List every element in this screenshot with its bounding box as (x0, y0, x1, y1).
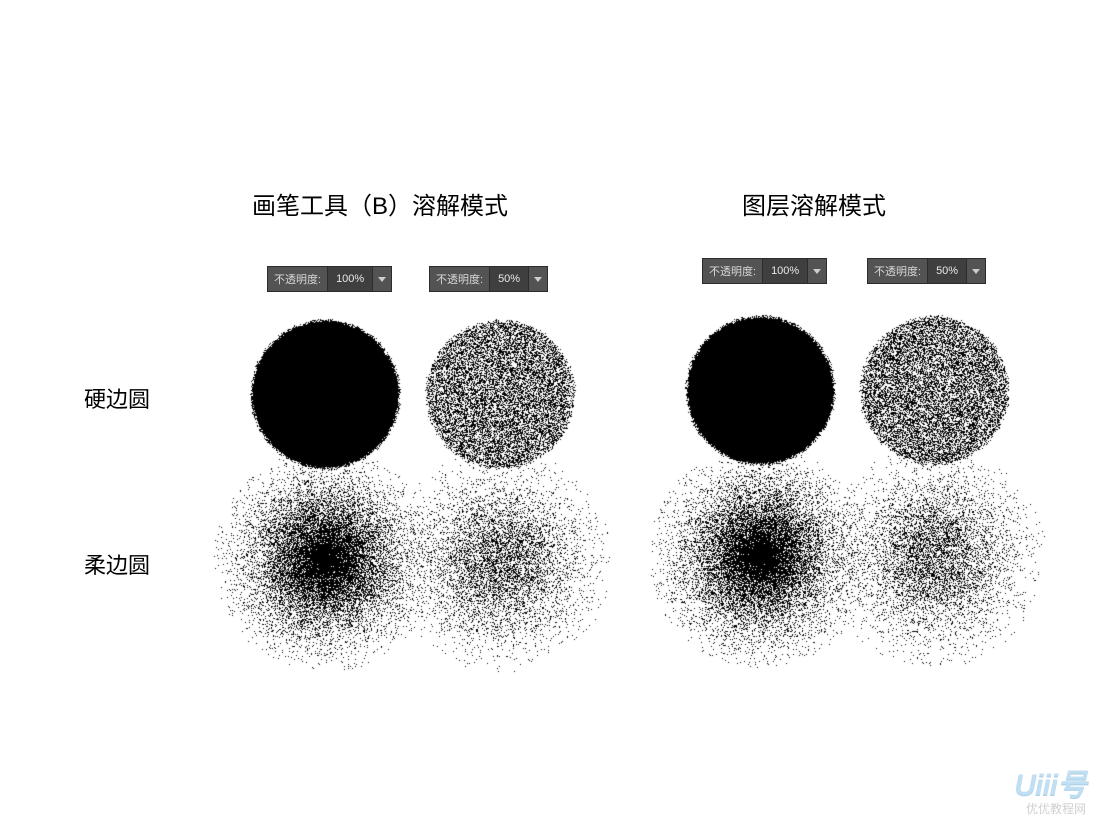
opacity-control-3[interactable]: 不透明度: 100% (702, 258, 827, 284)
chevron-down-icon[interactable] (373, 267, 391, 291)
opacity-value[interactable]: 50% (489, 267, 529, 291)
chevron-down-icon[interactable] (967, 259, 985, 283)
opacity-control-1[interactable]: 不透明度: 100% (267, 266, 392, 292)
opacity-value[interactable]: 50% (927, 259, 967, 283)
row-label-hard: 硬边圆 (84, 382, 150, 414)
chevron-down-icon[interactable] (529, 267, 547, 291)
brush-soft-50-right (820, 442, 1048, 670)
title-brush-dissolve: 画笔工具（B）溶解模式 (252, 186, 508, 221)
title-layer-dissolve: 图层溶解模式 (742, 186, 886, 221)
chevron-down-icon[interactable] (808, 259, 826, 283)
opacity-label: 不透明度: (703, 259, 762, 283)
brush-soft-50-left (386, 446, 614, 674)
watermark-logo: Uiii号 (1014, 771, 1086, 801)
watermark: Uiii号 优优教程网 (1014, 771, 1086, 815)
opacity-value[interactable]: 100% (327, 267, 373, 291)
opacity-label: 不透明度: (430, 267, 489, 291)
opacity-control-4[interactable]: 不透明度: 50% (867, 258, 986, 284)
watermark-sub: 优优教程网 (1014, 803, 1086, 815)
opacity-value[interactable]: 100% (762, 259, 808, 283)
opacity-control-2[interactable]: 不透明度: 50% (429, 266, 548, 292)
opacity-label: 不透明度: (868, 259, 927, 283)
row-label-soft: 柔边圆 (84, 548, 150, 580)
opacity-label: 不透明度: (268, 267, 327, 291)
